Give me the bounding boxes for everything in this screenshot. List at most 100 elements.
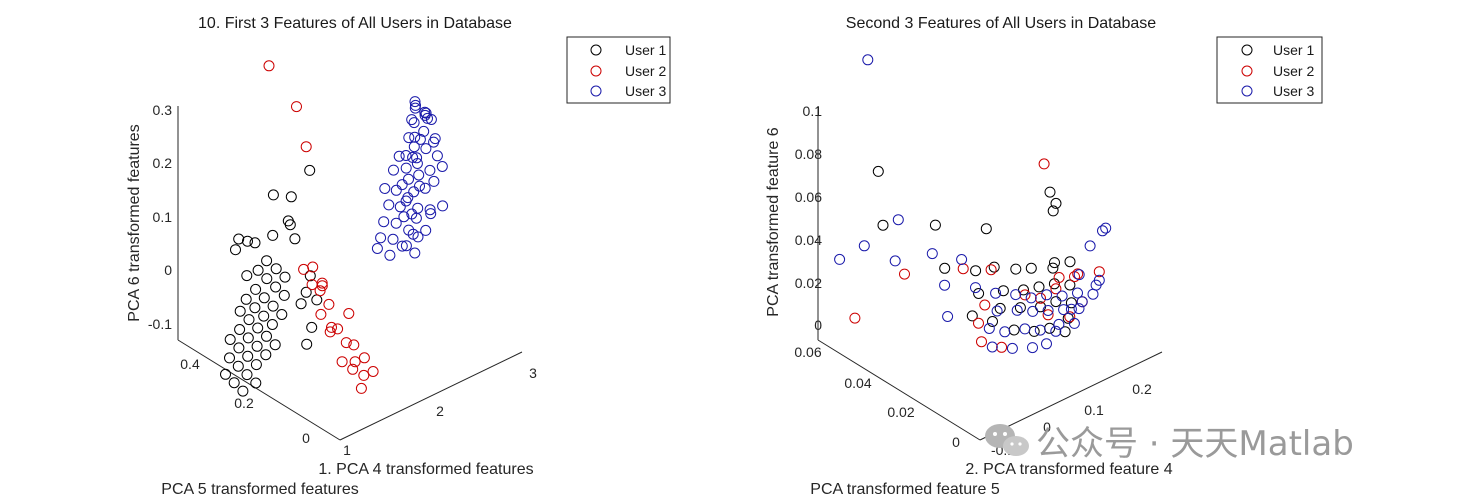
data-point-user-3 bbox=[1053, 318, 1065, 330]
watermark-text: 公众号 · 天天Matlab bbox=[1036, 424, 1354, 464]
data-point-user-3 bbox=[942, 311, 954, 322]
data-point-user-3 bbox=[926, 248, 938, 260]
right-y-axis-label: PCA transformed feature 5 bbox=[810, 481, 1000, 498]
data-point-user-2 bbox=[316, 280, 328, 292]
right-z-tick: 0.04 bbox=[795, 232, 822, 248]
data-point-user-3 bbox=[1006, 342, 1018, 354]
data-point-user-3 bbox=[411, 158, 423, 169]
data-point-user-1 bbox=[988, 261, 1000, 273]
data-point-user-3 bbox=[1050, 325, 1062, 337]
left-z-tick: -0.1 bbox=[148, 316, 172, 332]
data-point-user-2 bbox=[291, 101, 302, 113]
right-z-ticks: 0 0.02 0.04 0.06 0.08 0.1 bbox=[795, 103, 822, 333]
left-x-tick: 2 bbox=[436, 403, 444, 419]
data-point-user-2 bbox=[340, 337, 352, 349]
data-point-user-3 bbox=[425, 208, 437, 220]
right-legend: User 1 User 2 User 3 bbox=[1216, 36, 1323, 104]
left-y-tick: 0.4 bbox=[180, 356, 200, 372]
data-point-user-3 bbox=[384, 249, 396, 261]
data-point-user-3 bbox=[834, 253, 846, 265]
data-point-user-1 bbox=[241, 270, 253, 282]
left-y-tick: 0.2 bbox=[234, 395, 254, 411]
data-point-user-1 bbox=[234, 305, 246, 317]
right-z-axis-label: PCA transformed feature 6 bbox=[765, 127, 782, 317]
data-point-user-1 bbox=[1064, 279, 1076, 291]
data-point-user-1 bbox=[970, 265, 982, 277]
data-point-user-2 bbox=[263, 60, 275, 72]
data-point-user-1 bbox=[267, 229, 279, 241]
data-point-user-3 bbox=[1072, 287, 1083, 299]
right-x-tick: 0 bbox=[1043, 419, 1051, 435]
data-point-user-3 bbox=[1097, 225, 1108, 237]
data-point-user-2 bbox=[1050, 283, 1062, 295]
data-point-user-3 bbox=[1058, 304, 1070, 316]
data-point-user-1 bbox=[939, 262, 951, 274]
legend-label: User 1 bbox=[1273, 42, 1314, 58]
right-z-tick: 0.08 bbox=[795, 146, 822, 162]
data-point-user-3 bbox=[400, 162, 412, 174]
data-point-user-3 bbox=[1041, 289, 1053, 301]
data-point-user-1 bbox=[230, 244, 241, 256]
data-point-user-1 bbox=[250, 377, 262, 389]
data-point-user-3 bbox=[388, 164, 399, 176]
data-point-user-3 bbox=[1056, 290, 1068, 302]
right-z-tick: 0.02 bbox=[795, 275, 822, 291]
data-point-user-3 bbox=[858, 240, 870, 252]
left-legend-box bbox=[566, 36, 671, 104]
data-point-user-2 bbox=[358, 352, 370, 364]
wechat-logo-icon bbox=[985, 424, 1029, 456]
data-point-user-1 bbox=[224, 334, 236, 345]
watermark: 公众号 · 天天Matlab bbox=[985, 424, 1354, 464]
data-point-user-1 bbox=[304, 270, 316, 282]
data-point-user-3 bbox=[437, 200, 449, 212]
left-3d-scatter-plot: 10. First 3 Features of All Users in Dat… bbox=[126, 15, 671, 498]
data-point-user-3 bbox=[1065, 303, 1077, 315]
data-point-user-2 bbox=[336, 356, 348, 368]
data-point-user-3 bbox=[983, 323, 995, 334]
data-point-user-1 bbox=[258, 292, 270, 304]
data-point-user-1 bbox=[267, 300, 279, 312]
data-point-user-1 bbox=[261, 273, 273, 285]
data-point-user-2 bbox=[326, 321, 337, 333]
data-point-user-1 bbox=[877, 219, 889, 231]
legend-marker-user-3 bbox=[1241, 85, 1253, 97]
data-point-user-3 bbox=[1068, 317, 1080, 329]
data-point-user-1 bbox=[224, 352, 235, 364]
data-point-user-3 bbox=[371, 243, 383, 254]
data-point-user-2 bbox=[343, 308, 355, 319]
data-point-user-1 bbox=[1044, 186, 1056, 198]
data-point-user-3 bbox=[1073, 303, 1085, 315]
data-point-user-1 bbox=[252, 264, 264, 276]
data-point-user-1 bbox=[228, 377, 240, 389]
left-z-tick: 0 bbox=[164, 262, 172, 278]
data-point-user-2 bbox=[1069, 271, 1080, 283]
right-data-points bbox=[834, 54, 1112, 354]
data-point-user-3 bbox=[413, 169, 425, 181]
data-point-user-1 bbox=[1065, 297, 1077, 309]
data-point-user-3 bbox=[400, 150, 412, 161]
data-point-user-1 bbox=[249, 302, 261, 314]
data-point-user-1 bbox=[300, 286, 312, 298]
data-point-user-1 bbox=[284, 219, 296, 231]
data-point-user-1 bbox=[276, 309, 288, 320]
data-point-user-1 bbox=[220, 368, 231, 380]
data-point-user-2 bbox=[323, 298, 335, 310]
data-point-user-1 bbox=[261, 255, 273, 267]
data-point-user-3 bbox=[412, 202, 424, 214]
data-point-user-1 bbox=[311, 294, 323, 306]
data-point-user-1 bbox=[250, 359, 262, 371]
data-point-user-2 bbox=[332, 323, 344, 335]
data-point-user-3 bbox=[409, 247, 421, 259]
right-z-tick: 0.1 bbox=[803, 103, 823, 119]
data-point-user-3 bbox=[378, 216, 390, 228]
data-point-user-3 bbox=[431, 150, 443, 162]
right-axes-box bbox=[817, 106, 1163, 441]
data-point-user-3 bbox=[375, 232, 387, 244]
data-point-user-1 bbox=[306, 321, 318, 333]
data-point-user-3 bbox=[407, 228, 419, 240]
right-y-tick: 0.06 bbox=[794, 344, 821, 360]
data-point-user-3 bbox=[396, 179, 408, 191]
legend-marker-user-2 bbox=[1241, 65, 1253, 77]
left-axes-box bbox=[177, 106, 523, 441]
data-point-user-1 bbox=[279, 271, 291, 283]
